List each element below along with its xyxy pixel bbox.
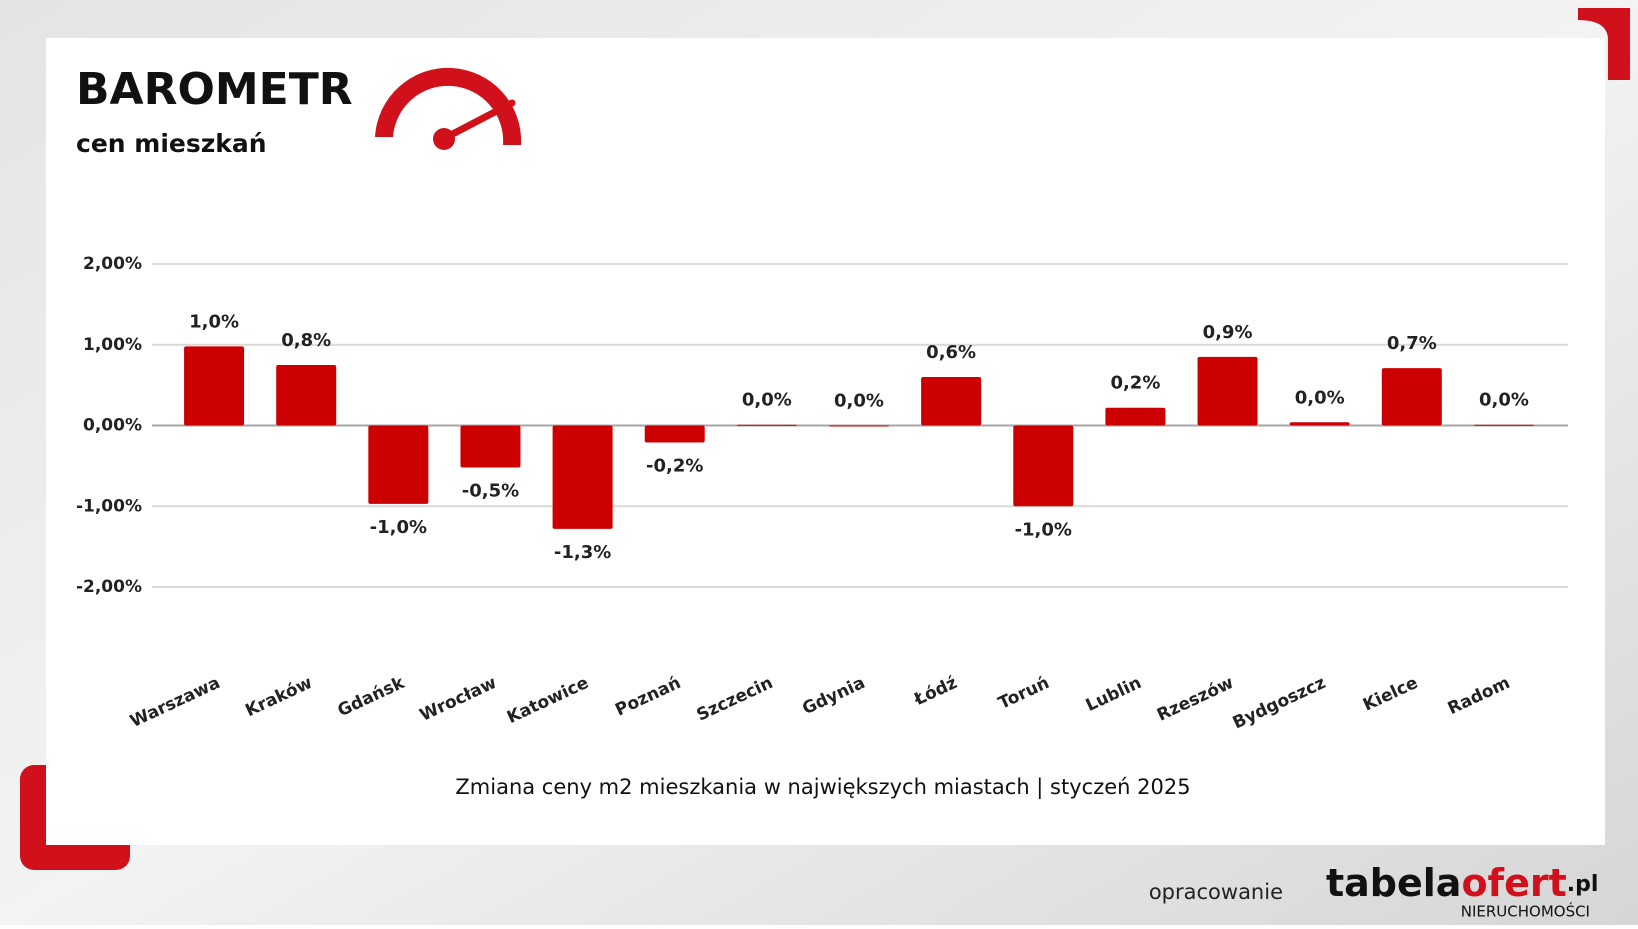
value-label: 1,0% <box>189 311 239 332</box>
bar <box>276 364 337 426</box>
y-tick-label: -1,00% <box>76 496 142 516</box>
logo-part: .pl <box>1567 872 1599 897</box>
gauge-icon <box>375 67 522 150</box>
y-tick-label: 2,00% <box>83 254 142 274</box>
y-tick-label: 0,00% <box>83 416 142 436</box>
credit: opracowanie <box>1149 880 1283 904</box>
value-label: -0,5% <box>462 480 519 501</box>
value-label: 0,9% <box>1203 322 1253 343</box>
value-label: 0,0% <box>1479 390 1529 411</box>
value-label: 0,7% <box>1387 333 1437 354</box>
value-label: 0,0% <box>834 391 884 412</box>
logo: tabelaofert.pl <box>1326 861 1598 905</box>
bar <box>736 424 797 426</box>
bar <box>1289 422 1350 426</box>
bar <box>829 425 889 427</box>
chart-caption: Zmiana ceny m2 mieszkania w największych… <box>455 775 1190 800</box>
bar <box>644 425 705 443</box>
corner-accent <box>1578 8 1630 80</box>
value-label: -0,2% <box>646 455 703 476</box>
bar <box>1381 368 1442 426</box>
value-label: -1,0% <box>1015 519 1072 540</box>
bar <box>1197 356 1258 426</box>
card <box>46 38 1605 845</box>
bar <box>921 377 982 426</box>
value-label: -1,0% <box>370 517 427 538</box>
y-tick-label: -2,00% <box>76 577 142 597</box>
value-label: -1,3% <box>554 542 611 563</box>
bar <box>184 346 245 426</box>
logo-part: ofert <box>1461 861 1566 905</box>
value-label: 0,0% <box>742 390 792 411</box>
subtitle: cen mieszkań <box>76 129 267 158</box>
bar <box>368 425 429 504</box>
chart: -2,00%-1,00%0,00%1,00%2,00%1,0%Warszawa0… <box>76 254 1568 733</box>
logo-tagline: NIERUCHOMOŚCI <box>1461 902 1590 921</box>
bar <box>1473 424 1534 426</box>
bar <box>1013 425 1074 507</box>
value-label: 0,0% <box>1295 387 1345 408</box>
title: BAROMETR <box>76 64 353 115</box>
bar <box>552 425 613 529</box>
value-label: 0,6% <box>926 342 976 363</box>
value-label: 0,2% <box>1110 373 1160 394</box>
logo-part: tabela <box>1326 861 1461 905</box>
y-tick-label: 1,00% <box>83 335 142 355</box>
value-label: 0,8% <box>281 330 331 351</box>
bar <box>460 425 521 468</box>
bar <box>1105 407 1166 426</box>
